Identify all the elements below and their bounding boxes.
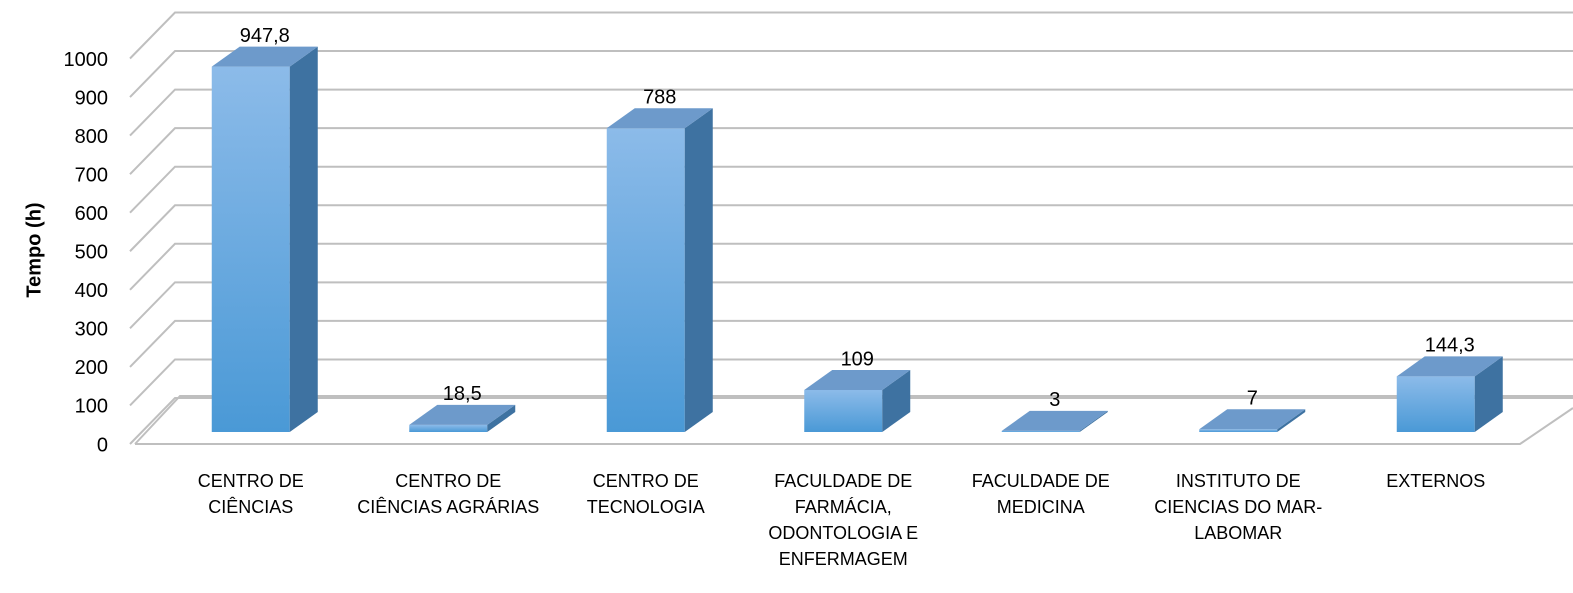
bar-side (882, 369, 911, 432)
y-tick-label: 700 (75, 164, 108, 186)
y-tick-label: 900 (75, 87, 108, 109)
bar-side (1079, 410, 1108, 432)
x-tick-label: FACULDADE DE FARMÁCIA, ODONTOLOGIA E ENF… (768, 471, 919, 569)
bar-side (1474, 356, 1503, 432)
bar-side (684, 108, 713, 432)
bar-front (1001, 430, 1080, 432)
x-tick-label: INSTITUTO DE CIENCIAS DO MAR- LABOMAR (1154, 471, 1323, 543)
grid-line (129, 242, 1573, 291)
x-tick-label: EXTERNOS (1386, 471, 1486, 491)
grid-line (129, 127, 1573, 175)
x-tick-label: CENTRO DE CIÊNCIAS (197, 471, 304, 517)
bar (1199, 409, 1306, 432)
grid-line (129, 319, 1573, 368)
grid-line (129, 281, 1573, 330)
bar (211, 46, 318, 432)
bar-side (289, 46, 318, 432)
grid-line (129, 165, 1573, 214)
y-tick-label: 600 (75, 203, 108, 225)
bar (1001, 410, 1108, 432)
bar-top (1001, 410, 1108, 431)
y-tick-label: 100 (75, 396, 108, 418)
y-tick-label: 800 (75, 126, 108, 148)
bar-side (487, 404, 516, 432)
bar (804, 369, 911, 432)
floor (134, 395, 1573, 445)
x-tick-label: CENTRO DE CIÊNCIAS AGRÁRIAS (357, 471, 540, 517)
data-label: 18,5 (443, 383, 482, 405)
bar (606, 108, 713, 432)
data-label: 788 (643, 87, 676, 109)
y-tick-label: 200 (75, 357, 108, 379)
grid-line (129, 397, 1573, 445)
grid-line (129, 204, 1573, 252)
bar-front (211, 66, 290, 432)
bar-front (606, 128, 685, 432)
bar-front (409, 424, 488, 432)
bar-top (606, 108, 713, 129)
y-tick-label: 500 (75, 242, 108, 264)
y-tick-label: 1000 (64, 49, 109, 71)
bar-top (804, 369, 911, 390)
bar-front (1199, 429, 1278, 432)
grid-line (129, 50, 1573, 98)
x-tick-label: CENTRO DE TECNOLOGIA (586, 471, 705, 517)
bar-top (1199, 409, 1306, 430)
bar-side (1277, 409, 1306, 432)
bar (1396, 356, 1503, 432)
grid-line (129, 358, 1573, 407)
data-label: 109 (841, 348, 874, 370)
data-label: 947,8 (240, 25, 290, 47)
data-label: 7 (1247, 388, 1258, 410)
bar-top (1396, 356, 1503, 377)
grid-line (129, 11, 1573, 60)
y-tick-label: 0 (97, 434, 108, 456)
bar-top (211, 46, 318, 67)
y-axis-title: Tempo (h) (23, 202, 45, 297)
data-label: 3 (1049, 389, 1060, 411)
y-tick-label: 400 (75, 280, 108, 302)
bar-top (409, 404, 516, 425)
x-tick-label: FACULDADE DE MEDICINA (971, 471, 1110, 517)
y-tick-label: 300 (75, 319, 108, 341)
grid-line (129, 88, 1573, 137)
bar-front (1396, 376, 1475, 432)
bar (409, 404, 516, 432)
data-label: 144,3 (1425, 335, 1475, 357)
bar-front (804, 389, 883, 432)
